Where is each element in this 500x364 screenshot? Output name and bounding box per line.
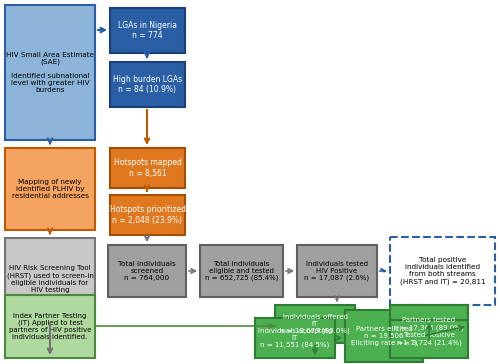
FancyBboxPatch shape bbox=[200, 245, 283, 297]
Text: Total positive
individuals identified
from both streams
(HRST and IT) = 20,811: Total positive individuals identified fr… bbox=[400, 257, 486, 285]
Text: LGAs in Nigeria
n = 774: LGAs in Nigeria n = 774 bbox=[118, 21, 177, 40]
FancyBboxPatch shape bbox=[110, 8, 185, 53]
Text: HIV Small Area Estimate
(SAE)

Identified subnational
level with greater HIV
bur: HIV Small Area Estimate (SAE) Identified… bbox=[6, 52, 94, 93]
Text: Tested positive
n = 3,724 (21.4%): Tested positive n = 3,724 (21.4%) bbox=[396, 332, 462, 346]
FancyBboxPatch shape bbox=[108, 245, 186, 297]
FancyBboxPatch shape bbox=[297, 245, 377, 297]
FancyBboxPatch shape bbox=[110, 62, 185, 107]
FancyBboxPatch shape bbox=[390, 305, 468, 343]
FancyBboxPatch shape bbox=[5, 148, 95, 230]
Text: Partners tested
n = 17,364 (89.0%): Partners tested n = 17,364 (89.0%) bbox=[394, 317, 464, 331]
FancyBboxPatch shape bbox=[345, 310, 423, 362]
FancyBboxPatch shape bbox=[390, 237, 495, 305]
Text: Individuals offered
IT
n = 13,673 (80.0%): Individuals offered IT n = 13,673 (80.0%… bbox=[280, 314, 350, 334]
FancyBboxPatch shape bbox=[390, 320, 468, 358]
FancyBboxPatch shape bbox=[5, 5, 95, 140]
FancyBboxPatch shape bbox=[110, 195, 185, 235]
Text: Total individuals
eligible and tested
n = 652,725 (85.4%): Total individuals eligible and tested n … bbox=[205, 261, 278, 281]
Text: HIV Risk Screening Tool
(HRST) used to screen-in
eligible individuals for
HIV te: HIV Risk Screening Tool (HRST) used to s… bbox=[6, 265, 94, 293]
Text: Index Partner Testing
(IT) Applied to test
partners of HIV positive
individuals : Index Partner Testing (IT) Applied to te… bbox=[9, 313, 91, 340]
FancyBboxPatch shape bbox=[275, 305, 355, 343]
FancyBboxPatch shape bbox=[5, 238, 95, 320]
FancyBboxPatch shape bbox=[5, 295, 95, 358]
Text: Individuals tested
HIV Positive
n = 17,087 (2.6%): Individuals tested HIV Positive n = 17,0… bbox=[304, 261, 370, 281]
Text: Total individuals
screened
n = 764,000: Total individuals screened n = 764,000 bbox=[118, 261, 176, 281]
Text: High burden LGAs
n = 84 (10.9%): High burden LGAs n = 84 (10.9%) bbox=[113, 75, 182, 94]
Text: Hotspots mapped
n = 8,561: Hotspots mapped n = 8,561 bbox=[114, 158, 182, 178]
FancyBboxPatch shape bbox=[255, 318, 335, 358]
Text: Individuals accepting
IT
n = 11,551 (84.5%): Individuals accepting IT n = 11,551 (84.… bbox=[258, 328, 332, 348]
Text: Partners elicited
n = 19,506
Eliciting rate =1.7): Partners elicited n = 19,506 Eliciting r… bbox=[351, 326, 417, 346]
FancyBboxPatch shape bbox=[110, 148, 185, 188]
Text: Hotspots prioritized
n = 2,048 (23.9%): Hotspots prioritized n = 2,048 (23.9%) bbox=[110, 205, 186, 225]
Text: Mapping of newly
identified PLHIV by
residential addresses: Mapping of newly identified PLHIV by res… bbox=[12, 179, 88, 199]
